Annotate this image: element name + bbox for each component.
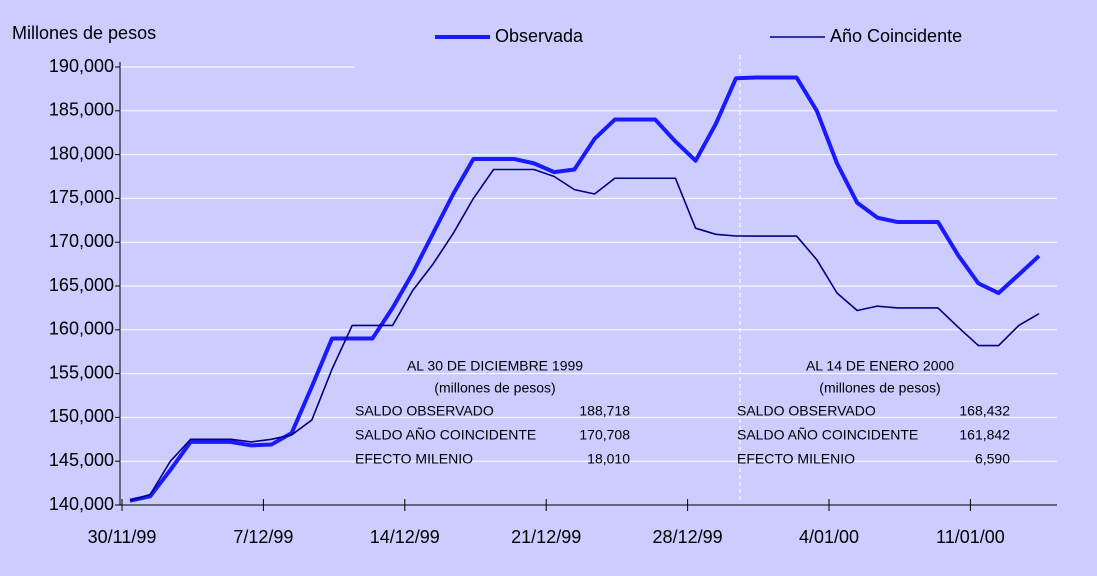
annotation-subtitle: (millones de pesos) — [819, 380, 940, 396]
series-line — [129, 75, 1041, 503]
annotation-label: SALDO OBSERVADO — [355, 403, 494, 419]
y-tick-label: 180,000 — [49, 143, 114, 163]
x-tick-label: 7/12/99 — [233, 527, 293, 547]
x-tick-label: 14/12/99 — [370, 527, 440, 547]
x-tick-label: 4/01/00 — [799, 527, 859, 547]
annotation-subtitle: (millones de pesos) — [434, 380, 555, 396]
legend-label: Observada — [495, 26, 584, 46]
annotation-value: 18,010 — [587, 451, 630, 467]
y-tick-label: 150,000 — [49, 406, 114, 426]
annotation-value: 161,842 — [959, 427, 1010, 443]
annotation-label: SALDO AÑO COINCIDENTE — [737, 427, 918, 443]
annotation-label: EFECTO MILENIO — [737, 451, 855, 467]
x-tick-label: 11/01/00 — [936, 527, 1005, 547]
y-tick-label: 160,000 — [49, 319, 114, 339]
annotation-title: AL 14 DE ENERO 2000 — [806, 358, 954, 374]
series-line — [129, 168, 1040, 502]
x-tick-label: 30/11/99 — [88, 527, 157, 547]
annotation-value: 170,708 — [579, 427, 630, 443]
annotation-label: SALDO AÑO COINCIDENTE — [355, 427, 536, 443]
y-tick-label: 175,000 — [49, 187, 114, 207]
y-tick-label: 190,000 — [49, 56, 114, 76]
y-tick-label: 170,000 — [49, 231, 114, 251]
y-tick-label: 145,000 — [49, 450, 114, 470]
annotation-value: 188,718 — [579, 403, 630, 419]
annotation-value: 168,432 — [959, 403, 1010, 419]
legend-label: Año Coincidente — [830, 26, 962, 46]
y-tick-label: 165,000 — [49, 275, 114, 295]
y-tick-label: 140,000 — [49, 494, 114, 514]
x-tick-label: 28/12/99 — [653, 527, 723, 547]
annotation-label: EFECTO MILENIO — [355, 451, 473, 467]
y-tick-label: 185,000 — [49, 100, 114, 120]
annotation-title: AL 30 DE DICIEMBRE 1999 — [407, 358, 583, 374]
annotation-value: 6,590 — [975, 451, 1010, 467]
x-tick-label: 21/12/99 — [511, 527, 581, 547]
y-tick-label: 155,000 — [49, 362, 114, 382]
y-axis-label: Millones de pesos — [12, 23, 156, 43]
annotation-label: SALDO OBSERVADO — [737, 403, 876, 419]
